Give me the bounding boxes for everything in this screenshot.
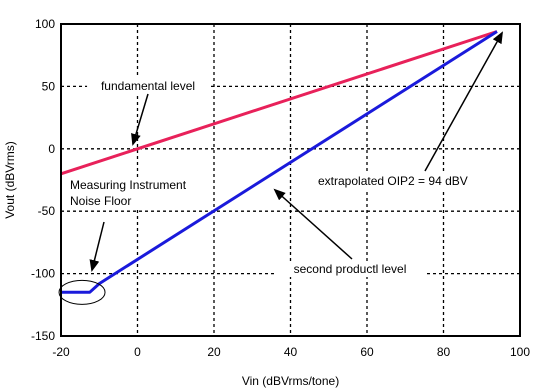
annotation-arrow [273, 188, 353, 260]
x-tick-label: 40 [284, 345, 298, 359]
annotation-text-second: second productl level [294, 262, 407, 276]
x-tick-label: 80 [437, 345, 451, 359]
y-tick-label: -50 [38, 204, 56, 218]
series-layer [60, 30, 498, 294]
tick-labels: -20 0 20 40 60 80 100 -150 -100 -50 0 50 100 [31, 17, 530, 359]
y-tick-label: -150 [31, 329, 55, 343]
x-tick-label: 100 [510, 345, 530, 359]
x-axis-label: Vin (dBVrms/tone) [242, 374, 339, 388]
annotation-text-noise: Noise Floor [70, 194, 131, 208]
plot-frame [60, 23, 521, 337]
annotation-arrow [131, 93, 149, 146]
annotation-text-noise: Measuring Instrument [70, 178, 187, 192]
annotation-arrow [424, 31, 503, 172]
series-line-2 [61, 30, 498, 294]
x-tick-label: 20 [207, 345, 221, 359]
annotation-text-oip2: extrapolated OIP2 = 94 dBV [318, 174, 468, 188]
annotation-bg [67, 177, 209, 193]
y-tick-label: 0 [48, 142, 55, 156]
annotation-bg [87, 78, 209, 94]
y-tick-label: 100 [35, 17, 55, 31]
series-line-1 [60, 30, 498, 176]
x-tick-label: 0 [134, 345, 141, 359]
annotation-bg [67, 193, 149, 209]
annotation-text-fundamental: fundamental level [101, 79, 195, 93]
annotation-arrow [89, 221, 105, 272]
y-tick-label: -100 [31, 267, 55, 281]
noise-floor-ellipse [58, 279, 106, 305]
y-tick-label: 50 [42, 79, 56, 93]
annotation-bg [315, 173, 498, 189]
annotations: fundamental level Measuring Instrument Noi… [58, 31, 503, 305]
x-tick-label: -20 [52, 345, 70, 359]
annotation-bg [275, 261, 425, 277]
x-tick-label: 60 [360, 345, 374, 359]
y-axis-label: Vout (dBVrms) [3, 141, 17, 219]
